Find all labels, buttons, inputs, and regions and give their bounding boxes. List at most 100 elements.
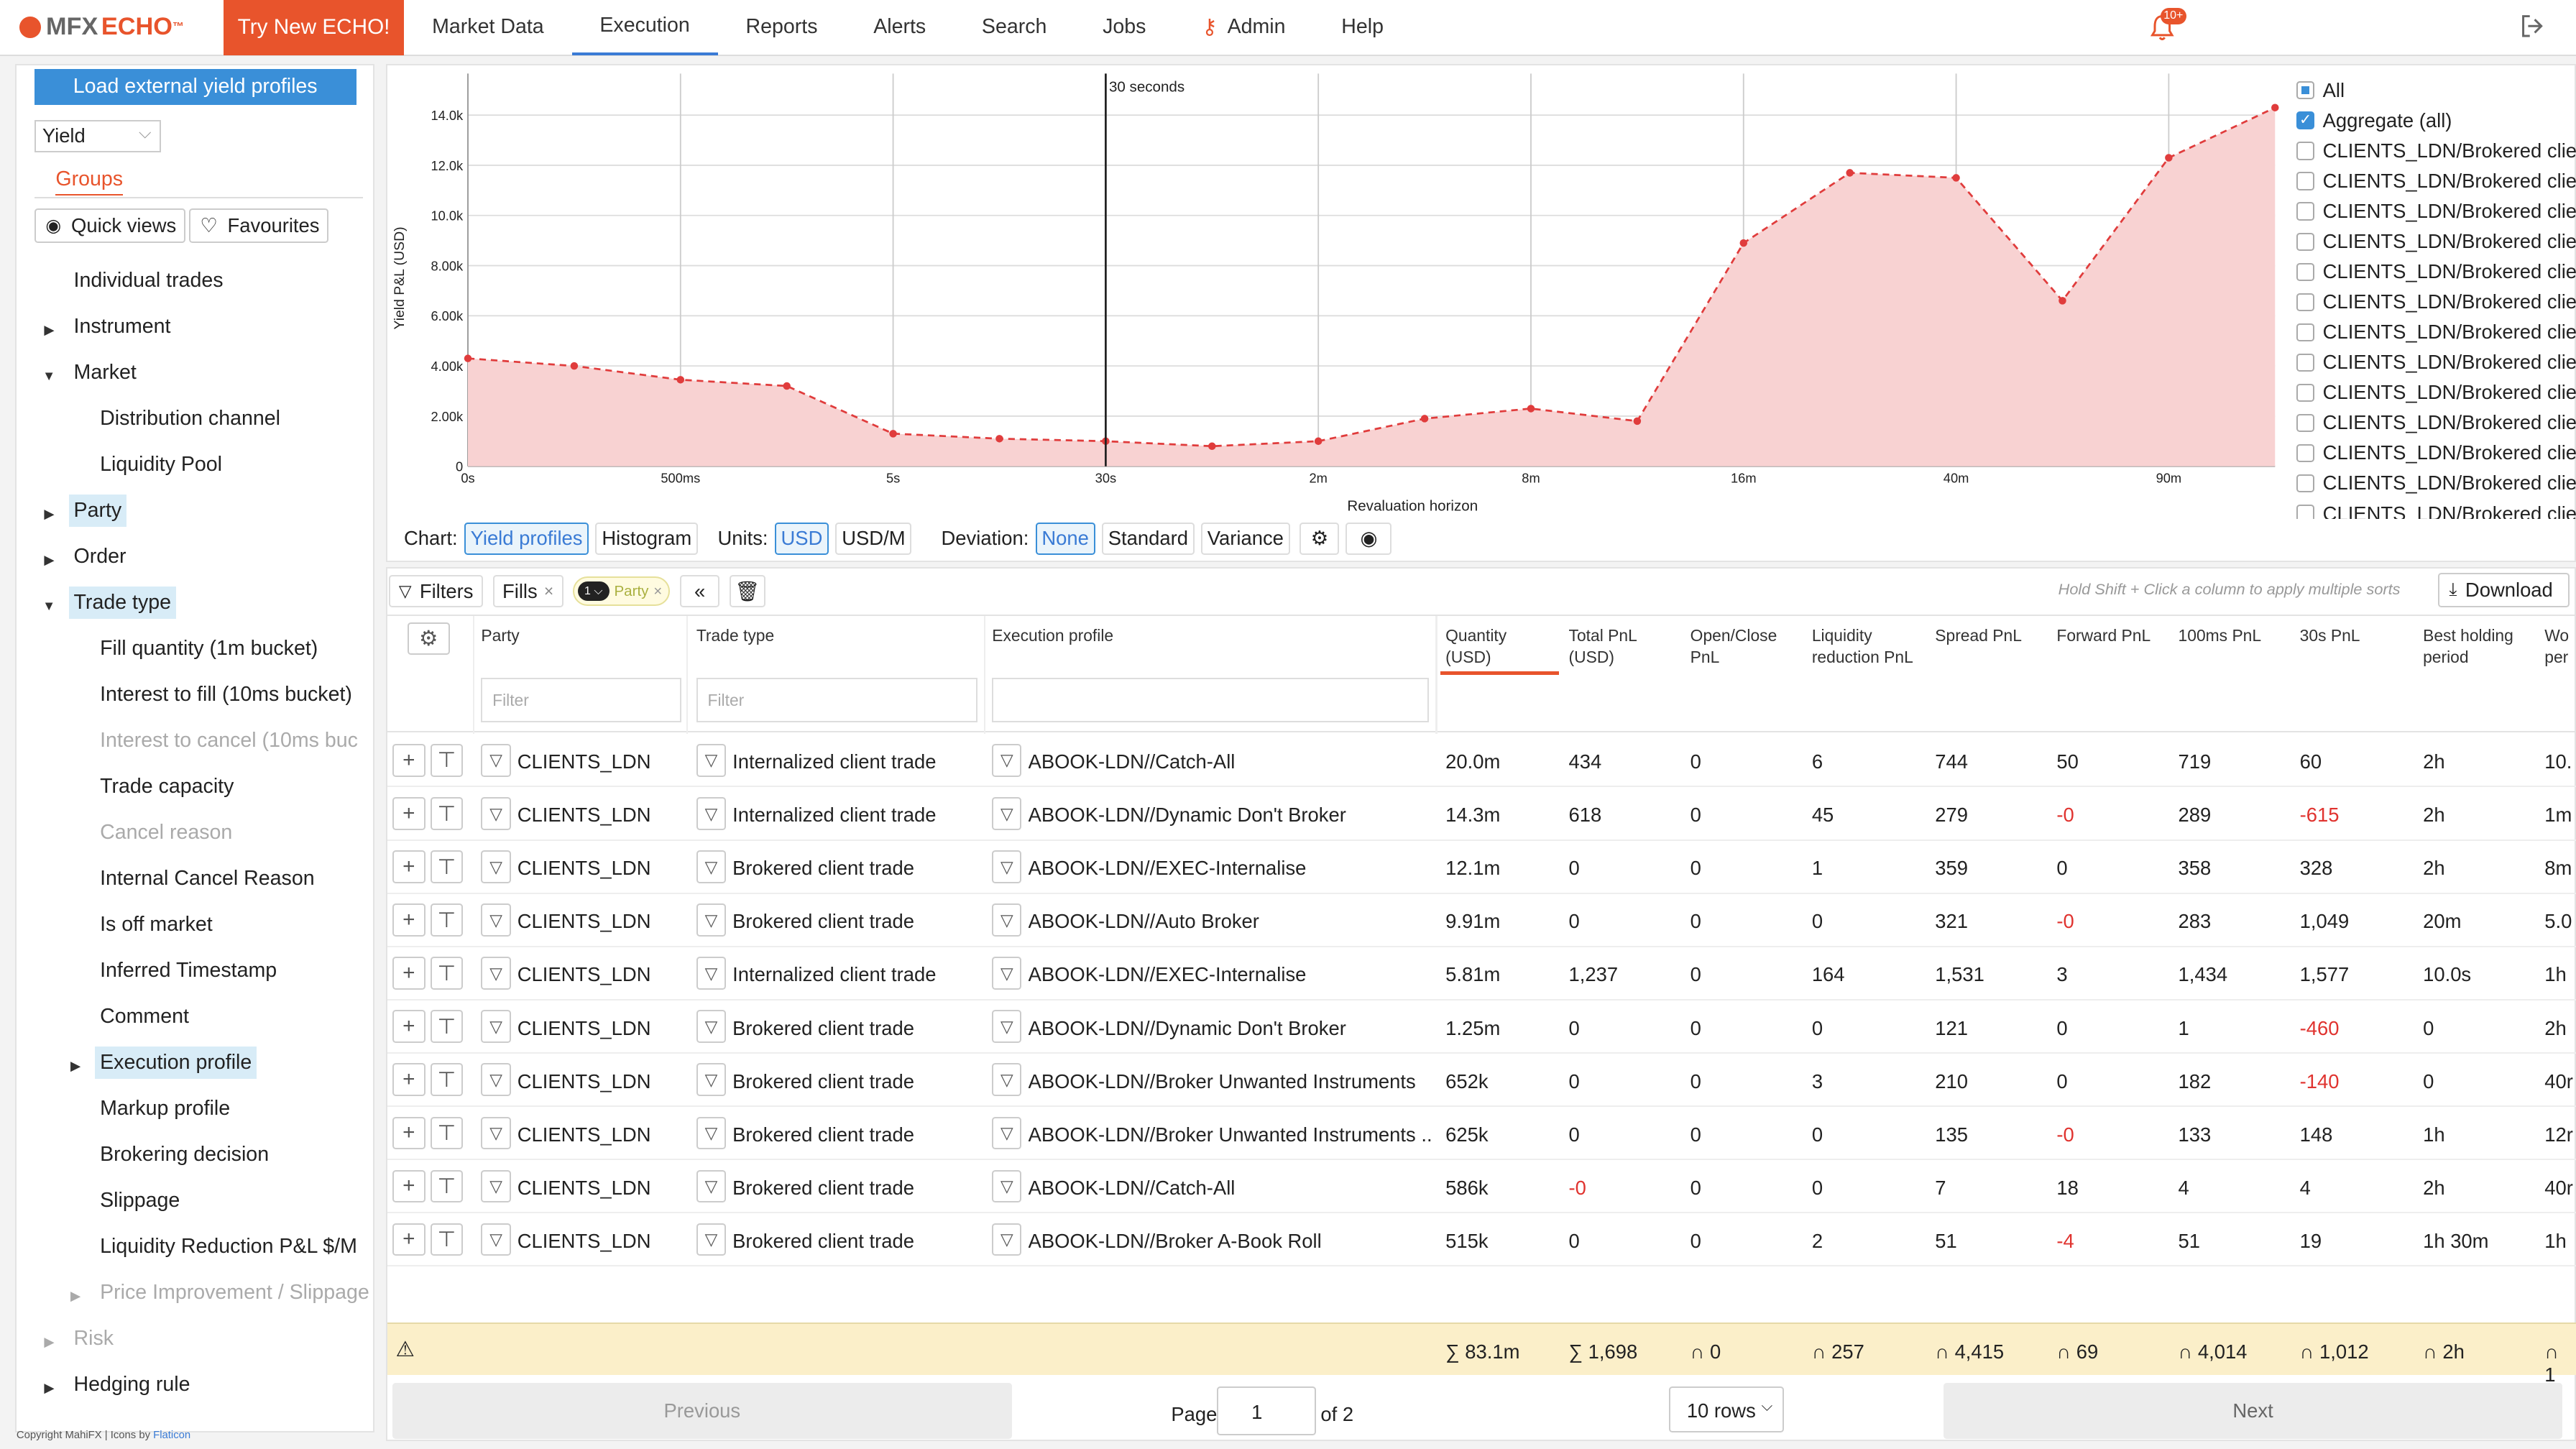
favourites-button[interactable]: ♡ Favourites xyxy=(188,208,328,243)
tree-item-is-off-market[interactable]: Is off market xyxy=(100,912,213,936)
nav-market-data[interactable]: Market Data xyxy=(432,15,544,39)
nav-help[interactable]: Help xyxy=(1341,15,1384,39)
legend-item-series[interactable]: CLIENTS_LDN/Brokered client xyxy=(2288,347,2576,377)
usd-toggle[interactable]: USD xyxy=(774,522,829,556)
deviation-none-toggle[interactable]: None xyxy=(1035,522,1095,556)
legend-item-series[interactable]: CLIENTS_LDN/Brokered client xyxy=(2288,408,2576,438)
legend-item-series[interactable]: CLIENTS_LDN/Brokered client xyxy=(2288,166,2576,196)
legend-item-series[interactable]: CLIENTS_LDN/Brokered client xyxy=(2288,196,2576,226)
table-row[interactable]: + ⊤ ▽ CLIENTS_LDN ▽ Brokered client trade ▽ ABO… xyxy=(387,1160,2576,1213)
legend-item-series[interactable]: CLIENTS_LDN/Brokered client xyxy=(2288,257,2576,287)
legend-item-series[interactable]: CLIENTS_LDN/Brokered client xyxy=(2288,499,2576,519)
tree-item-distribution-channel[interactable]: Distribution channel xyxy=(100,406,280,430)
legend-checkbox[interactable] xyxy=(2296,172,2315,190)
filter-by-value-icon[interactable]: ▽ xyxy=(481,1116,511,1150)
chart-visibility-eye-icon[interactable]: ◉ xyxy=(1346,522,1392,556)
tree-item-party[interactable]: Party xyxy=(68,494,127,528)
tree-item-trade-type[interactable]: Trade type xyxy=(68,586,176,620)
filter-by-value-icon[interactable]: ▽ xyxy=(481,850,511,883)
usdm-toggle[interactable]: USD/M xyxy=(835,522,912,556)
filter-by-value-icon[interactable]: ▽ xyxy=(696,744,726,777)
header-liquidity-reduction-pnl[interactable]: Liquidity reduction PnL xyxy=(1811,626,1913,666)
deviation-variance-toggle[interactable]: Variance xyxy=(1200,522,1290,556)
pin-row-icon[interactable]: ⊤ xyxy=(430,903,464,937)
table-row[interactable]: + ⊤ ▽ CLIENTS_LDN ▽ Brokered client trade ▽ ABO… xyxy=(387,1000,2576,1054)
tree-item-inferred-timestamp[interactable]: Inferred Timestamp xyxy=(100,958,277,982)
trade-type-filter-input[interactable]: Filter xyxy=(696,678,978,723)
filter-by-value-icon[interactable]: ▽ xyxy=(992,1010,1022,1044)
table-row[interactable]: + ⊤ ▽ CLIENTS_LDN ▽ Internalized client trade… xyxy=(387,734,2576,788)
legend-checkbox[interactable] xyxy=(2296,293,2315,311)
filter-by-value-icon[interactable]: ▽ xyxy=(696,1116,726,1150)
close-icon[interactable]: × xyxy=(653,582,663,599)
filter-by-value-icon[interactable]: ▽ xyxy=(992,903,1022,937)
tree-item-order[interactable]: Order xyxy=(73,544,126,568)
expand-row-plus-icon[interactable]: + xyxy=(392,1223,426,1256)
yield-select[interactable]: Yield ⌵ xyxy=(34,119,161,153)
fills-chip[interactable]: Fills × xyxy=(492,574,564,608)
deviation-standard-toggle[interactable]: Standard xyxy=(1101,522,1195,556)
tree-item-price-improvement[interactable]: Price Improvement / Slippage xyxy=(100,1280,369,1304)
flaticon-link[interactable]: Flaticon xyxy=(153,1429,191,1441)
expand-row-plus-icon[interactable]: + xyxy=(392,1116,426,1150)
filter-by-value-icon[interactable]: ▽ xyxy=(696,850,726,883)
execution-profile-filter-input[interactable] xyxy=(992,678,1430,723)
expand-arrow-icon[interactable]: ▶ xyxy=(44,321,55,337)
filter-by-value-icon[interactable]: ▽ xyxy=(696,797,726,830)
pin-row-icon[interactable]: ⊤ xyxy=(430,744,464,777)
legend-checkbox-partial[interactable] xyxy=(2296,81,2315,100)
quick-views-button[interactable]: ◉ Quick views xyxy=(34,208,185,243)
legend-item-series[interactable]: CLIENTS_LDN/Brokered client xyxy=(2288,468,2576,498)
nav-search[interactable]: Search xyxy=(981,15,1047,39)
nav-execution[interactable]: Execution xyxy=(571,0,718,55)
tree-item-trade-capacity[interactable]: Trade capacity xyxy=(100,774,234,798)
tree-item-fill-quantity[interactable]: Fill quantity (1m bucket) xyxy=(100,636,318,660)
expand-row-plus-icon[interactable]: + xyxy=(392,744,426,777)
legend-item-series[interactable]: CLIENTS_LDN/Brokered client xyxy=(2288,287,2576,317)
tree-item-liquidity-pool[interactable]: Liquidity Pool xyxy=(100,452,223,476)
expand-arrow-icon[interactable]: ▶ xyxy=(44,551,55,567)
load-external-yield-profiles-button[interactable]: Load external yield profiles xyxy=(34,68,356,105)
histogram-toggle[interactable]: Histogram xyxy=(595,522,699,556)
pin-row-icon[interactable]: ⊤ xyxy=(430,1010,464,1044)
tree-item-liquidity-reduction[interactable]: Liquidity Reduction P&L $/M xyxy=(100,1234,357,1258)
legend-item-series[interactable]: CLIENTS_LDN/Brokered client xyxy=(2288,438,2576,468)
table-row[interactable]: + ⊤ ▽ CLIENTS_LDN ▽ Brokered client trade ▽ ABO… xyxy=(387,894,2576,947)
filter-by-value-icon[interactable]: ▽ xyxy=(481,903,511,937)
legend-item-series[interactable]: CLIENTS_LDN/Brokered client xyxy=(2288,377,2576,408)
expand-arrow-icon[interactable]: ▶ xyxy=(44,1333,55,1349)
legend-item-series[interactable]: CLIENTS_LDN/Brokered client xyxy=(2288,226,2576,257)
legend-checkbox[interactable] xyxy=(2296,504,2315,519)
legend-item-series[interactable]: CLIENTS_LDN/Brokered client xyxy=(2288,136,2576,166)
legend-checkbox[interactable] xyxy=(2296,202,2315,221)
filter-by-value-icon[interactable]: ▽ xyxy=(992,850,1022,883)
pin-row-icon[interactable]: ⊤ xyxy=(430,1116,464,1150)
notifications-bell-icon[interactable]: 10+ xyxy=(2149,8,2186,42)
table-row[interactable]: + ⊤ ▽ CLIENTS_LDN ▽ Internalized client trade… xyxy=(387,947,2576,1000)
header-best-holding-period[interactable]: Best holding period xyxy=(2423,626,2513,666)
header-forward-pnl[interactable]: Forward PnL xyxy=(2056,626,2151,645)
expand-row-plus-icon[interactable]: + xyxy=(392,850,426,883)
tree-item-slippage[interactable]: Slippage xyxy=(100,1188,180,1212)
header-worst[interactable]: Wo per xyxy=(2544,626,2570,666)
filter-by-value-icon[interactable]: ▽ xyxy=(992,1063,1022,1097)
expand-row-plus-icon[interactable]: + xyxy=(392,1063,426,1097)
close-icon[interactable]: × xyxy=(543,581,554,601)
filter-by-value-icon[interactable]: ▽ xyxy=(696,1169,726,1203)
tree-item-cancel-reason[interactable]: Cancel reason xyxy=(100,820,233,844)
legend-checkbox-checked[interactable]: ✓ xyxy=(2296,111,2315,130)
table-row[interactable]: + ⊤ ▽ CLIENTS_LDN ▽ Brokered client trade ▽ ABO… xyxy=(387,1107,2576,1160)
filter-by-value-icon[interactable]: ▽ xyxy=(992,744,1022,777)
legend-checkbox[interactable] xyxy=(2296,232,2315,251)
filter-by-value-icon[interactable]: ▽ xyxy=(481,1010,511,1044)
expand-arrow-icon[interactable]: ▶ xyxy=(44,505,55,521)
tree-item-market[interactable]: Market xyxy=(73,360,137,384)
pin-row-icon[interactable]: ⊤ xyxy=(430,1223,464,1256)
expand-row-plus-icon[interactable]: + xyxy=(392,1010,426,1044)
filter-by-value-icon[interactable]: ▽ xyxy=(481,1063,511,1097)
header-execution-profile[interactable]: Execution profile xyxy=(992,626,1114,645)
header-100ms-pnl[interactable]: 100ms PnL xyxy=(2178,626,2262,645)
pin-row-icon[interactable]: ⊤ xyxy=(430,797,464,830)
expand-row-plus-icon[interactable]: + xyxy=(392,1169,426,1203)
pin-row-icon[interactable]: ⊤ xyxy=(430,1063,464,1097)
